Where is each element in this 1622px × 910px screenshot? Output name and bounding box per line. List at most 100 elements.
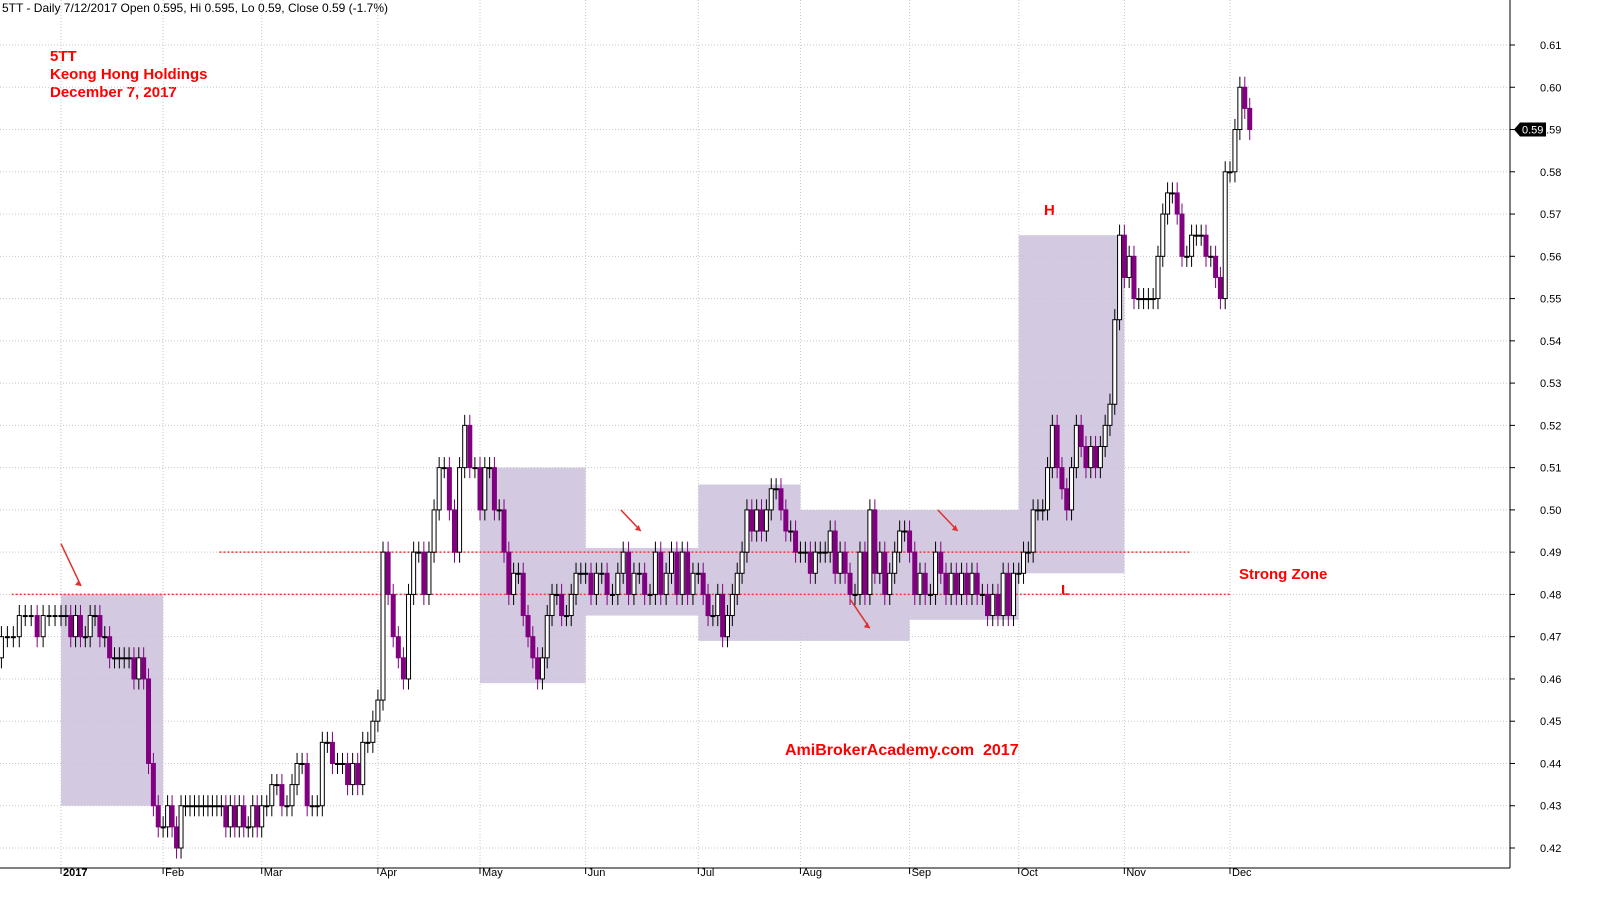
candle-body — [1030, 509, 1036, 553]
candle-body — [10, 636, 16, 639]
candle-body — [345, 762, 351, 786]
arrow-head — [863, 622, 870, 629]
candle-body — [196, 805, 202, 808]
candle-body — [4, 636, 10, 639]
last-price-label: 0.59 — [1522, 125, 1543, 137]
candles — [0, 76, 1253, 859]
consolidation-box — [800, 509, 910, 641]
x-tick-label: Jun — [588, 867, 606, 879]
candle-body — [822, 551, 828, 554]
candle-body — [511, 572, 517, 595]
candle-body — [1112, 319, 1118, 405]
candle-body — [121, 657, 127, 660]
candle-body — [520, 572, 526, 617]
candle-body — [842, 551, 848, 574]
candle-body — [126, 657, 132, 660]
date-label: December 7, 2017 — [50, 84, 177, 101]
x-tick-label: May — [482, 867, 503, 879]
candle-body — [294, 762, 300, 786]
candle-body — [279, 784, 285, 807]
candle-body — [783, 509, 789, 532]
consolidation-box — [909, 509, 1019, 620]
candle-body — [902, 530, 908, 533]
candle-body — [406, 593, 412, 680]
y-tick-label: 0.48 — [1540, 589, 1561, 601]
candle-body — [1016, 572, 1022, 575]
candle-body — [1203, 234, 1209, 257]
candle-body — [1150, 298, 1156, 301]
candle-body — [131, 657, 137, 680]
candle-body — [1232, 129, 1238, 173]
candle-body — [578, 572, 584, 575]
candle-body — [1088, 446, 1094, 469]
chart-header: 5TT - Daily 7/12/2017 Open 0.595, Hi 0.5… — [2, 1, 389, 15]
candle-body — [568, 593, 574, 617]
candle-body — [1054, 424, 1060, 469]
candle-body — [744, 509, 750, 553]
candle-body — [501, 509, 507, 553]
candle-body — [73, 615, 79, 638]
candle-body — [111, 657, 117, 660]
candle-body — [1198, 234, 1204, 237]
candle-body — [626, 551, 632, 595]
candle-body — [319, 741, 325, 807]
candle-body — [441, 467, 447, 470]
y-tick-label: 0.44 — [1540, 758, 1561, 770]
candle-body — [223, 805, 229, 828]
candle-body — [169, 805, 175, 828]
candle-body — [588, 572, 594, 595]
candle-body — [218, 805, 224, 808]
candle-body — [1136, 298, 1142, 301]
y-tick-label: 0.47 — [1540, 632, 1561, 644]
consolidation-box — [698, 484, 801, 641]
candle-body — [411, 551, 417, 595]
candle-body — [245, 826, 251, 829]
candle-body — [102, 636, 108, 639]
candle-body — [892, 551, 898, 574]
candle-body — [563, 615, 569, 618]
high-label: H — [1044, 202, 1055, 219]
candle-body — [1208, 255, 1214, 258]
candle-body — [1040, 509, 1046, 512]
candle-body — [734, 572, 740, 595]
candle-body — [912, 551, 918, 595]
y-tick-label: 0.58 — [1540, 167, 1561, 179]
candle-body — [593, 572, 599, 595]
y-tick-label: 0.53 — [1540, 378, 1561, 390]
candle-body — [1145, 298, 1151, 301]
candle-body — [802, 551, 808, 554]
grid — [0, 0, 1510, 868]
candle-body — [477, 467, 483, 511]
candle-body — [995, 593, 1001, 617]
candle-body — [1237, 86, 1243, 131]
candle-body — [609, 593, 615, 596]
watermark: AmiBrokerAcademy.com 2017 — [785, 742, 1019, 759]
candle-body — [236, 805, 242, 828]
candle-body — [34, 615, 40, 638]
candle-body — [1117, 234, 1123, 321]
candle-body — [636, 572, 642, 575]
arrow-head — [75, 579, 81, 586]
candle-body — [763, 509, 769, 532]
candle-body — [554, 593, 560, 596]
candle-body — [1184, 255, 1190, 258]
candle-body — [254, 805, 260, 828]
candle-body — [491, 467, 497, 511]
x-tick-label: Feb — [165, 867, 184, 879]
y-tick-label: 0.56 — [1540, 251, 1561, 263]
candle-body — [583, 572, 589, 575]
y-tick-label: 0.55 — [1540, 294, 1561, 306]
candle-body — [573, 572, 579, 595]
x-tick-label: Sep — [912, 867, 932, 879]
low-label: L — [1061, 582, 1071, 599]
x-tick-label: Oct — [1021, 867, 1038, 879]
candle-body — [549, 593, 555, 617]
candle-body — [416, 551, 422, 554]
candle-body — [668, 551, 674, 574]
candle-body — [462, 424, 468, 469]
candle-body — [778, 488, 784, 511]
candle-body — [1121, 234, 1127, 278]
candle-body — [739, 551, 745, 574]
candle-body — [933, 551, 939, 595]
candle-body — [953, 572, 959, 595]
